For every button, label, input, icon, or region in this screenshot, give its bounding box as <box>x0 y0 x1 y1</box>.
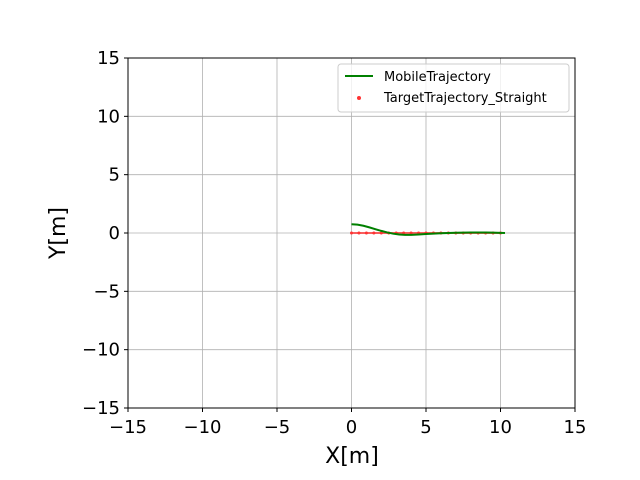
x-axis-title: X[m] <box>325 444 379 469</box>
target-point <box>372 231 376 235</box>
ticks: −15 −10 −5 0 5 10 15 −15 −10 −5 0 5 10 15 <box>82 48 586 438</box>
x-tick-label: 0 <box>346 417 357 438</box>
legend-label-mobile-trajectory: MobileTrajectory <box>384 70 491 85</box>
y-tick-label: 5 <box>109 165 120 186</box>
mobile-trajectory-line <box>351 223 505 236</box>
target-point <box>364 231 368 235</box>
series-layer <box>350 223 505 236</box>
x-tick-label: −5 <box>264 417 291 438</box>
y-tick-label: −15 <box>82 398 120 419</box>
legend: MobileTrajectory TargetTrajectory_Straig… <box>337 63 570 113</box>
target-point <box>379 231 383 235</box>
legend-swatch-target-trajectory <box>357 96 361 100</box>
legend-box <box>337 63 570 113</box>
x-tick-label: 15 <box>564 417 587 438</box>
target-point <box>409 231 413 235</box>
target-point <box>357 231 361 235</box>
target-point <box>350 231 353 235</box>
y-tick-label: 0 <box>109 223 120 244</box>
x-tick-label: 5 <box>420 417 431 438</box>
y-tick-label: −5 <box>93 281 120 302</box>
x-tick-label: −10 <box>184 417 222 438</box>
x-tick-label: 10 <box>489 417 512 438</box>
x-tick-label: −15 <box>109 417 147 438</box>
y-tick-label: −10 <box>82 340 120 361</box>
y-axis-title: Y[m] <box>46 207 71 260</box>
y-tick-label: 10 <box>97 106 120 127</box>
legend-label-target-trajectory: TargetTrajectory_Straight <box>383 91 547 106</box>
y-tick-label: 15 <box>97 48 120 69</box>
